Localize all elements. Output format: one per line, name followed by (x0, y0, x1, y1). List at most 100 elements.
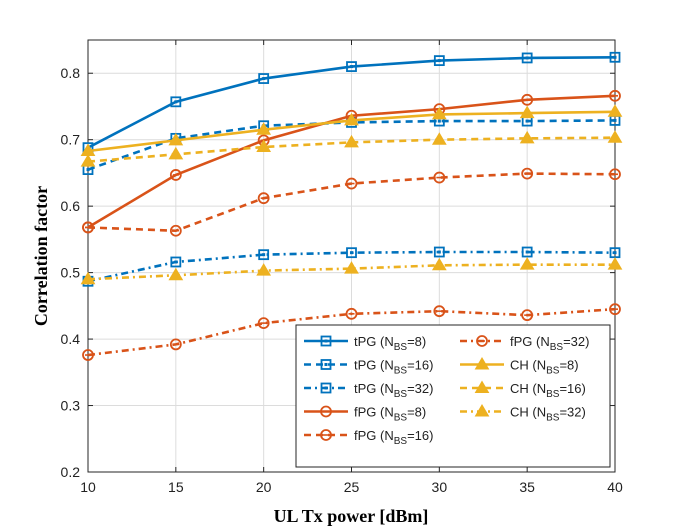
data-point (82, 221, 94, 234)
x-tick-label: 35 (519, 479, 535, 495)
data-point (609, 89, 621, 102)
legend-item: fPG (NBS=8) (304, 405, 426, 424)
legend-item: CH (NBS=32) (460, 404, 586, 424)
data-point-center (174, 100, 178, 104)
series-fpg-nbs-16 (82, 167, 621, 237)
series-ch-nbs-16 (80, 130, 623, 167)
data-point (168, 146, 184, 160)
y-axis-label: Correlation factor (31, 186, 51, 326)
data-point (257, 192, 270, 205)
data-point (170, 256, 182, 268)
data-point (607, 130, 623, 143)
data-point (256, 122, 272, 135)
data-point-center (525, 119, 529, 123)
data-point (80, 154, 96, 167)
x-tick-label: 30 (432, 479, 448, 495)
data-point-center (174, 260, 178, 264)
x-tick-label: 10 (80, 479, 96, 495)
x-axis-label: UL Tx power [dBm] (274, 506, 429, 526)
legend-label: fPG (NBS=32) (510, 334, 589, 353)
y-tick-label: 0.4 (61, 331, 81, 347)
data-point (433, 246, 445, 258)
data-point (258, 249, 270, 261)
data-point (168, 132, 184, 146)
legend-marker-center (324, 386, 328, 390)
data-point (519, 105, 535, 119)
x-tick-label: 20 (256, 479, 272, 495)
data-point (258, 73, 270, 84)
legend-box (295, 324, 611, 468)
legend-item: tPG (NBS=16) (304, 358, 433, 377)
series-tpg-nbs-8 (82, 51, 621, 154)
legend-label: CH (NBS=16) (510, 381, 586, 400)
data-point (519, 257, 535, 270)
data-point (433, 55, 445, 67)
legend-label: tPG (NBS=16) (354, 358, 433, 377)
data-point-center (613, 118, 617, 122)
data-point (346, 61, 357, 72)
legend-item: tPG (NBS=32) (304, 381, 433, 400)
legend-marker-center (324, 363, 328, 366)
data-point (169, 224, 182, 237)
data-point (519, 130, 535, 144)
series-layer (80, 51, 623, 361)
data-point-center (437, 250, 441, 254)
y-tick-label: 0.8 (61, 65, 81, 81)
legend-marker (320, 335, 332, 347)
data-point (257, 317, 270, 330)
legend-item: CH (NBS=16) (460, 380, 586, 400)
data-point (521, 246, 533, 258)
data-point-center (437, 59, 441, 63)
legend-item: fPG (NBS=32) (460, 334, 589, 353)
data-point (431, 106, 447, 120)
legend-label: fPG (NBS=16) (354, 428, 433, 447)
data-point (256, 263, 272, 276)
x-tick-label: 15 (168, 479, 184, 495)
data-point (521, 167, 534, 180)
data-point (431, 257, 447, 271)
data-point-center (613, 251, 617, 255)
data-point (433, 305, 446, 318)
data-point (609, 51, 621, 63)
legend-marker (476, 335, 488, 347)
data-point (521, 309, 534, 322)
data-point (345, 307, 358, 320)
legend-marker (474, 357, 490, 370)
data-point (80, 271, 96, 285)
y-tick-label: 0.7 (61, 132, 81, 148)
data-point (431, 132, 447, 145)
data-point-center (350, 251, 353, 255)
data-point (609, 303, 621, 316)
series-fpg-nbs-32 (82, 303, 621, 361)
data-point-center (613, 55, 617, 59)
legend-marker (320, 359, 332, 370)
legend-item: fPG (NBS=16) (304, 428, 433, 447)
y-axis-ticks: 0.2 0.3 0.4 0.5 0.6 0.7 0.8 (61, 65, 615, 480)
data-point (344, 134, 359, 148)
data-point (609, 168, 621, 181)
legend-item: tPG (NBS=8) (304, 334, 426, 353)
data-point (607, 257, 623, 270)
data-point-center (350, 65, 353, 69)
legend: tPG (NBS=8) fPG (NBS=32) tPG (NBS=16) CH (N… (295, 324, 611, 468)
legend-marker (320, 382, 332, 394)
data-point (256, 139, 272, 153)
legend-item: CH (NBS=8) (460, 357, 579, 377)
data-point-center (525, 56, 529, 60)
data-point-center (437, 119, 441, 123)
data-point (170, 96, 182, 108)
data-point-center (262, 77, 266, 81)
x-tick-label: 25 (344, 479, 360, 495)
data-point (344, 261, 359, 274)
y-tick-label: 0.6 (61, 198, 81, 214)
legend-label: tPG (NBS=32) (354, 381, 433, 400)
legend-label: tPG (NBS=8) (354, 334, 426, 353)
legend-label: fPG (NBS=8) (354, 405, 426, 424)
data-point (168, 267, 184, 281)
data-point (346, 247, 357, 259)
x-axis-ticks: 10 15 20 25 30 35 40 (80, 40, 623, 495)
data-point (521, 93, 534, 106)
legend-marker-center (324, 339, 328, 343)
data-point (169, 338, 182, 351)
